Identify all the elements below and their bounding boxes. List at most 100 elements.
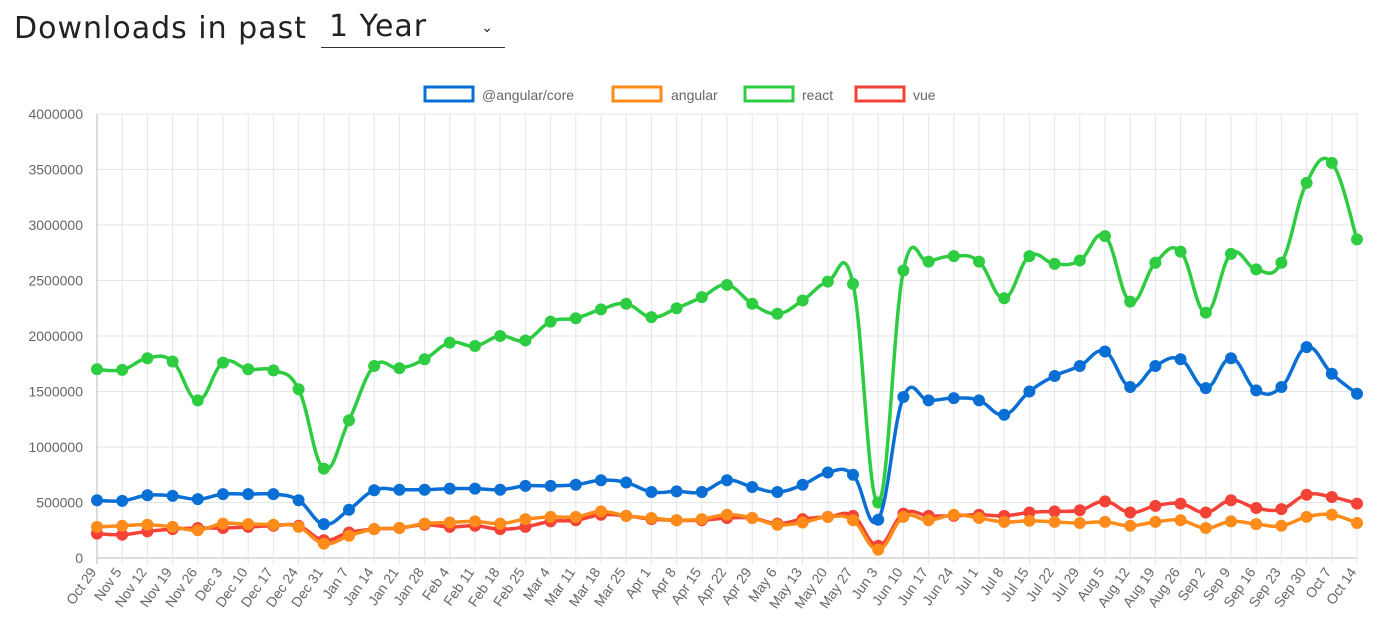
data-point[interactable] [393,483,406,496]
data-point[interactable] [670,485,683,498]
data-point[interactable] [191,394,204,407]
data-point[interactable] [242,363,255,376]
data-point[interactable] [695,513,708,526]
data-point[interactable] [746,480,759,493]
data-point[interactable] [166,520,179,533]
data-point[interactable] [91,363,103,376]
data-point[interactable] [1149,499,1162,512]
data-point[interactable] [267,488,280,501]
data-point[interactable] [620,476,633,489]
data-point[interactable] [317,537,330,550]
data-point[interactable] [796,294,809,307]
legend-item[interactable]: @angular/core [423,85,574,103]
data-point[interactable] [1300,488,1313,501]
data-point[interactable] [947,508,960,521]
data-point[interactable] [116,363,129,376]
data-point[interactable] [1351,517,1363,530]
data-point[interactable] [1124,506,1137,519]
data-point[interactable] [1099,515,1111,528]
data-point[interactable] [443,336,456,349]
data-point[interactable] [1325,367,1338,380]
chart-legend[interactable]: @angular/core angular react vue [423,85,936,103]
data-point[interactable] [267,364,280,377]
data-point[interactable] [771,518,784,531]
legend-item[interactable]: vue [854,85,936,103]
data-point[interactable] [443,516,456,529]
data-point[interactable] [1048,369,1061,382]
data-point[interactable] [595,474,607,487]
data-point[interactable] [998,292,1011,305]
data-point[interactable] [1023,514,1036,527]
data-point[interactable] [695,291,708,304]
data-point[interactable] [1325,508,1338,521]
data-point[interactable] [721,474,733,487]
data-point[interactable] [1300,176,1313,189]
data-point[interactable] [141,489,154,502]
data-point[interactable] [670,302,683,315]
data-point[interactable] [595,505,607,518]
data-point[interactable] [141,352,154,365]
data-point[interactable] [897,264,910,277]
data-point[interactable] [1250,384,1263,397]
data-point[interactable] [343,529,355,542]
data-point[interactable] [469,482,481,495]
legend-item[interactable]: react [743,85,833,103]
data-point[interactable] [569,312,582,325]
data-point[interactable] [1225,494,1237,507]
data-point[interactable] [922,514,935,527]
data-point[interactable] [1300,341,1313,354]
data-point[interactable] [1225,247,1237,260]
data-point[interactable] [1174,514,1187,527]
data-point[interactable] [1225,515,1237,528]
data-point[interactable] [922,255,935,268]
data-point[interactable] [1351,233,1363,246]
data-point[interactable] [947,392,960,405]
data-point[interactable] [1199,382,1212,395]
data-point[interactable] [1048,515,1061,528]
data-point[interactable] [922,394,935,407]
data-point[interactable] [217,356,229,369]
time-range-select[interactable]: 1 Year ⌄ [321,9,505,48]
data-point[interactable] [973,512,985,525]
data-point[interactable] [998,408,1011,421]
data-point[interactable] [1351,387,1363,400]
data-point[interactable] [897,510,910,523]
data-point[interactable] [191,493,204,506]
data-point[interactable] [191,524,204,537]
data-point[interactable] [292,520,305,533]
data-point[interactable] [1023,250,1036,263]
data-point[interactable] [897,391,910,404]
data-point[interactable] [620,509,633,522]
data-point[interactable] [973,394,985,407]
data-point[interactable] [746,297,759,310]
data-point[interactable] [847,468,859,481]
data-point[interactable] [494,483,507,496]
data-point[interactable] [1149,359,1162,372]
data-point[interactable] [1099,495,1111,508]
data-point[interactable] [1174,245,1187,258]
data-point[interactable] [796,478,809,491]
data-point[interactable] [368,523,381,536]
data-point[interactable] [670,514,683,527]
data-point[interactable] [116,519,129,532]
data-point[interactable] [519,479,532,492]
data-point[interactable] [544,510,557,523]
data-point[interactable] [1325,156,1338,169]
data-point[interactable] [443,482,456,495]
data-point[interactable] [494,330,507,342]
data-point[interactable] [645,485,658,498]
data-point[interactable] [1124,381,1137,394]
data-point[interactable] [418,483,431,496]
data-point[interactable] [166,355,179,368]
data-point[interactable] [645,311,658,324]
data-point[interactable] [368,359,381,372]
data-point[interactable] [267,518,280,531]
data-point[interactable] [1149,515,1162,528]
data-point[interactable] [847,277,859,290]
data-point[interactable] [519,513,532,526]
data-point[interactable] [343,414,355,427]
data-point[interactable] [217,517,229,530]
data-point[interactable] [1250,502,1263,515]
data-point[interactable] [1325,490,1338,503]
data-point[interactable] [872,513,885,526]
